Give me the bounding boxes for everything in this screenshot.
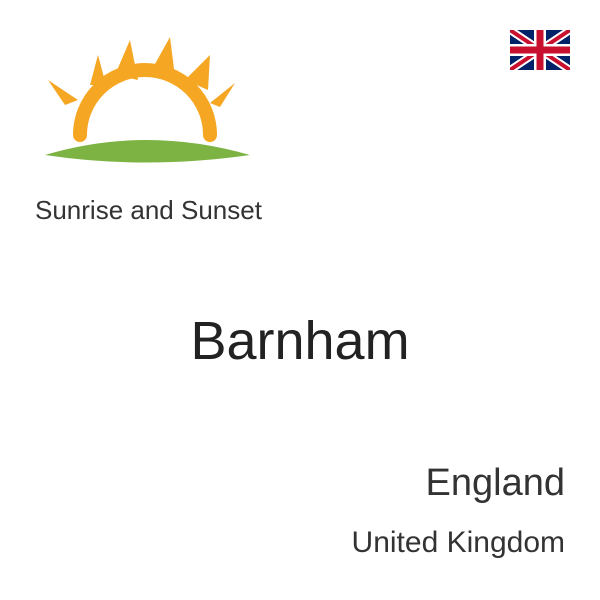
location-name: Barnham [190,310,409,372]
site-title: Sunrise and Sunset [35,195,262,226]
sunrise-icon [30,25,260,185]
union-jack-icon [510,30,570,70]
uk-flag-icon [510,30,570,70]
region-name: England [426,462,565,505]
sunrise-logo [30,25,260,185]
country-name: United Kingdom [352,526,565,560]
